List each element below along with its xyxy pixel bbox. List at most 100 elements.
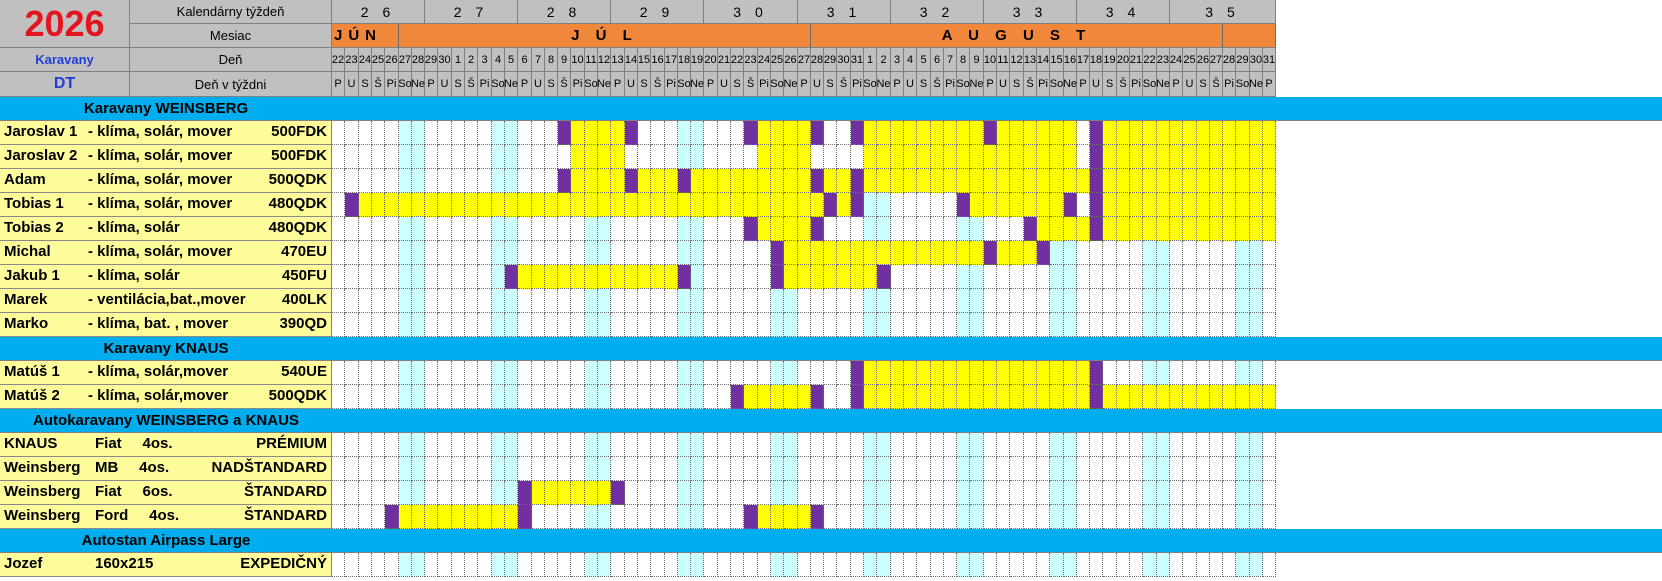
free-day-cell[interactable]: [452, 553, 465, 577]
free-day-cell[interactable]: [372, 145, 385, 169]
free-day-cell[interactable]: [984, 457, 997, 481]
booked-day-cell[interactable]: [1197, 193, 1210, 217]
free-day-cell[interactable]: [837, 289, 851, 313]
free-day-cell[interactable]: [704, 553, 718, 577]
booked-day-cell[interactable]: [837, 193, 851, 217]
free-day-cell[interactable]: [359, 433, 372, 457]
free-day-cell[interactable]: [851, 505, 864, 529]
booked-day-cell[interactable]: [1210, 193, 1223, 217]
free-day-cell[interactable]: [758, 457, 771, 481]
free-day-cell[interactable]: [1130, 241, 1143, 265]
free-day-cell[interactable]: [798, 457, 811, 481]
booked-day-cell[interactable]: [638, 169, 651, 193]
weekend-day-cell[interactable]: [877, 433, 891, 457]
weekend-day-cell[interactable]: [412, 169, 425, 193]
free-day-cell[interactable]: [452, 457, 465, 481]
free-day-cell[interactable]: [665, 361, 678, 385]
free-day-cell[interactable]: [1183, 553, 1197, 577]
free-day-cell[interactable]: [438, 457, 452, 481]
booked-day-cell[interactable]: [837, 241, 851, 265]
free-day-cell[interactable]: [452, 289, 465, 313]
free-day-cell[interactable]: [638, 553, 651, 577]
weekend-day-cell[interactable]: [598, 505, 611, 529]
booked-day-cell[interactable]: [1117, 385, 1130, 409]
free-day-cell[interactable]: [345, 553, 359, 577]
booked-day-cell[interactable]: [452, 505, 465, 529]
booked-day-cell[interactable]: [1157, 145, 1170, 169]
free-day-cell[interactable]: [1010, 481, 1024, 505]
free-day-cell[interactable]: [359, 145, 372, 169]
free-day-cell[interactable]: [837, 385, 851, 409]
changeover-day-cell[interactable]: [957, 193, 970, 217]
weekend-day-cell[interactable]: [1157, 361, 1170, 385]
booked-day-cell[interactable]: [625, 265, 638, 289]
year-cell[interactable]: 2026: [0, 0, 130, 48]
vehicle-label[interactable]: Marek - ventilácia,bat.,mover 400LK: [0, 289, 332, 313]
free-day-cell[interactable]: [824, 217, 837, 241]
free-day-cell[interactable]: [1117, 361, 1130, 385]
free-day-cell[interactable]: [478, 457, 492, 481]
booked-day-cell[interactable]: [944, 385, 957, 409]
free-day-cell[interactable]: [824, 121, 837, 145]
booked-day-cell[interactable]: [1050, 121, 1064, 145]
weekend-day-cell[interactable]: [1236, 505, 1250, 529]
booked-day-cell[interactable]: [784, 145, 798, 169]
free-day-cell[interactable]: [798, 361, 811, 385]
free-day-cell[interactable]: [638, 385, 651, 409]
free-day-cell[interactable]: [359, 217, 372, 241]
booked-day-cell[interactable]: [438, 193, 452, 217]
weekend-day-cell[interactable]: [1050, 265, 1064, 289]
free-day-cell[interactable]: [1037, 265, 1050, 289]
booked-day-cell[interactable]: [1236, 193, 1250, 217]
weekend-day-cell[interactable]: [412, 457, 425, 481]
free-day-cell[interactable]: [904, 457, 917, 481]
changeover-day-cell[interactable]: [811, 217, 824, 241]
weekend-day-cell[interactable]: [678, 145, 691, 169]
weekend-day-cell[interactable]: [1250, 553, 1263, 577]
booked-day-cell[interactable]: [1143, 121, 1157, 145]
free-day-cell[interactable]: [917, 313, 931, 337]
booked-day-cell[interactable]: [465, 505, 478, 529]
free-day-cell[interactable]: [891, 193, 904, 217]
weekend-day-cell[interactable]: [784, 361, 798, 385]
booked-day-cell[interactable]: [1037, 361, 1050, 385]
free-day-cell[interactable]: [332, 481, 345, 505]
changeover-day-cell[interactable]: [625, 169, 638, 193]
free-day-cell[interactable]: [824, 553, 837, 577]
free-day-cell[interactable]: [345, 505, 359, 529]
weekend-day-cell[interactable]: [771, 457, 784, 481]
changeover-day-cell[interactable]: [611, 481, 625, 505]
free-day-cell[interactable]: [811, 433, 824, 457]
free-day-cell[interactable]: [758, 241, 771, 265]
weekend-day-cell[interactable]: [784, 433, 798, 457]
free-day-cell[interactable]: [1223, 265, 1236, 289]
weekend-day-cell[interactable]: [492, 433, 505, 457]
free-day-cell[interactable]: [465, 241, 478, 265]
weekend-day-cell[interactable]: [399, 169, 412, 193]
weekend-day-cell[interactable]: [585, 553, 598, 577]
free-day-cell[interactable]: [744, 481, 758, 505]
weekend-day-cell[interactable]: [1157, 265, 1170, 289]
booked-day-cell[interactable]: [1236, 121, 1250, 145]
free-day-cell[interactable]: [385, 289, 399, 313]
free-day-cell[interactable]: [744, 361, 758, 385]
weekend-day-cell[interactable]: [864, 457, 877, 481]
booked-day-cell[interactable]: [1024, 121, 1037, 145]
free-day-cell[interactable]: [478, 385, 492, 409]
free-day-cell[interactable]: [372, 241, 385, 265]
booked-day-cell[interactable]: [611, 265, 625, 289]
free-day-cell[interactable]: [359, 361, 372, 385]
booked-day-cell[interactable]: [425, 505, 438, 529]
booked-day-cell[interactable]: [824, 241, 837, 265]
weekend-day-cell[interactable]: [598, 217, 611, 241]
free-day-cell[interactable]: [837, 481, 851, 505]
free-day-cell[interactable]: [917, 481, 931, 505]
weekend-day-cell[interactable]: [678, 385, 691, 409]
free-day-cell[interactable]: [851, 145, 864, 169]
booked-day-cell[interactable]: [1250, 121, 1263, 145]
free-day-cell[interactable]: [744, 289, 758, 313]
free-day-cell[interactable]: [917, 193, 931, 217]
weekend-day-cell[interactable]: [771, 433, 784, 457]
free-day-cell[interactable]: [545, 433, 558, 457]
free-day-cell[interactable]: [518, 217, 532, 241]
